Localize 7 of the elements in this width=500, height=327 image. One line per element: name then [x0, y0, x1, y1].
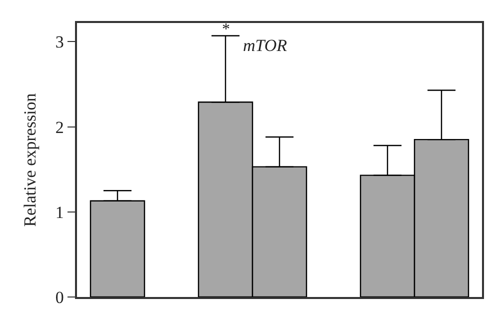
- annotation: *: [222, 21, 230, 38]
- text: mTOR: [242, 36, 288, 56]
- y-axis-title: Relative expression: [20, 92, 40, 227]
- y-tick-label: 2: [55, 118, 64, 137]
- y-tick-label: 0: [55, 288, 64, 307]
- y-tick-label: 3: [55, 32, 64, 52]
- y-tick-label: 1: [55, 202, 64, 222]
